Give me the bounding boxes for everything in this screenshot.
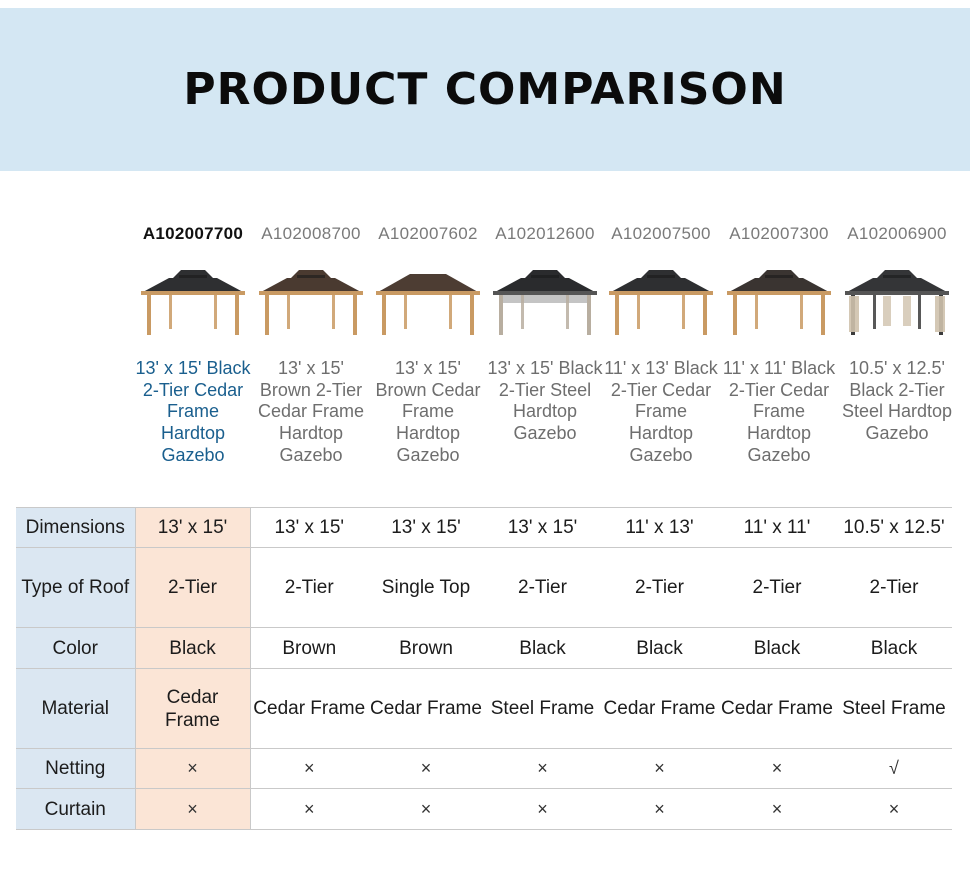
spec-value: 2-Tier	[836, 547, 952, 628]
spec-value: Black	[836, 627, 952, 669]
spec-label: Netting	[16, 748, 136, 789]
spec-value: 2-Tier	[135, 547, 251, 628]
page-title: PRODUCT COMPARISON	[183, 64, 787, 115]
spec-value: Cedar Frame	[135, 668, 251, 749]
product-sku[interactable]: A102008700	[261, 224, 361, 243]
sku-row: A102007700 A102008700 A102007602 A102012600…	[0, 224, 970, 248]
spec-label: Curtain	[16, 788, 136, 830]
spec-value: 13' x 15'	[368, 507, 484, 548]
spec-value: 2-Tier	[250, 547, 368, 628]
spec-value: ×	[601, 748, 718, 789]
spec-value: ×	[368, 788, 484, 830]
gazebo-image[interactable]	[374, 262, 482, 338]
spec-value: Brown	[368, 627, 484, 669]
spec-value: 11' x 13'	[601, 507, 718, 548]
spec-row-dim: Dimensions 13' x 15' 13' x 15' 13' x 15' 13'…	[16, 507, 952, 548]
spec-value: ×	[250, 788, 368, 830]
spec-value: ×	[718, 788, 836, 830]
spec-value: 2-Tier	[718, 547, 836, 628]
spec-row-mat: Material Cedar Frame Cedar Frame Cedar Fram…	[16, 668, 952, 749]
product-name-link[interactable]: 13' x 15' Black 2-Tier Cedar Frame Hardt…	[135, 358, 251, 465]
spec-row-color: Color Black Brown Brown Black Black Black Black	[16, 627, 952, 669]
product-name-link[interactable]: 13' x 15' Brown 2-Tier Cedar Frame Hardt…	[257, 358, 365, 465]
spec-value: Black	[601, 627, 718, 669]
product-name-link[interactable]: 11' x 11' Black 2-Tier Cedar Frame Hardt…	[722, 358, 836, 465]
header-banner: PRODUCT COMPARISON	[0, 8, 970, 171]
spec-value: √	[836, 748, 952, 789]
product-image-row	[0, 262, 970, 342]
product-sku[interactable]: A102012600	[495, 224, 595, 243]
gazebo-image[interactable]	[725, 262, 833, 338]
gazebo-image[interactable]	[257, 262, 365, 338]
spec-value: ×	[135, 788, 251, 830]
spec-value: Black	[135, 627, 251, 669]
spec-value: 13' x 15'	[135, 507, 251, 548]
spec-row-net: Netting × × × × × × √	[16, 748, 952, 789]
spec-label: Type of Roof	[16, 547, 136, 628]
spec-value: 10.5' x 12.5'	[836, 507, 952, 548]
spec-row-roof: Type of Roof 2-Tier 2-Tier Single Top 2-Tier…	[16, 547, 952, 628]
gazebo-image[interactable]	[607, 262, 715, 338]
spec-value: ×	[601, 788, 718, 830]
spec-value: Cedar Frame	[718, 668, 836, 749]
product-name-link[interactable]: 11' x 13' Black 2-Tier Cedar Frame Hardt…	[604, 358, 718, 465]
spec-value: ×	[135, 748, 251, 789]
spec-row-cur: Curtain × × × × × × ×	[16, 788, 952, 830]
spec-value: Steel Frame	[484, 668, 601, 749]
product-sku[interactable]: A102007300	[729, 224, 829, 243]
spec-value: Steel Frame	[836, 668, 952, 749]
product-sku[interactable]: A102007500	[611, 224, 711, 243]
gazebo-image[interactable]	[843, 262, 951, 338]
spec-value: ×	[836, 788, 952, 830]
spec-value: Black	[718, 627, 836, 669]
spec-value: ×	[484, 788, 601, 830]
spec-value: 2-Tier	[601, 547, 718, 628]
product-sku[interactable]: A102006900	[847, 224, 947, 243]
spec-value: ×	[368, 748, 484, 789]
spec-value: Cedar Frame	[368, 668, 484, 749]
product-sku[interactable]: A102007602	[378, 224, 478, 243]
spec-value: 13' x 15'	[250, 507, 368, 548]
product-name-link[interactable]: 13' x 15' Brown Cedar Frame Hardtop Gaze…	[375, 358, 481, 465]
spec-label: Color	[16, 627, 136, 669]
spec-value: Single Top	[368, 547, 484, 628]
spec-value: Cedar Frame	[250, 668, 368, 749]
gazebo-image[interactable]	[491, 262, 599, 338]
spec-value: 13' x 15'	[484, 507, 601, 548]
product-sku[interactable]: A102007700	[142, 224, 244, 243]
spec-label: Material	[16, 668, 136, 749]
product-name-link[interactable]: 10.5' x 12.5' Black 2-Tier Steel Hardtop…	[841, 358, 953, 444]
comparison-table: Dimensions 13' x 15' 13' x 15' 13' x 15' 13'…	[16, 507, 952, 830]
spec-label: Dimensions	[16, 507, 136, 548]
spec-value: Brown	[250, 627, 368, 669]
spec-value: 11' x 11'	[718, 507, 836, 548]
product-name-link[interactable]: 13' x 15' Black 2-Tier Steel Hardtop Gaz…	[487, 358, 603, 444]
spec-value: ×	[484, 748, 601, 789]
spec-value: ×	[718, 748, 836, 789]
spec-value: Cedar Frame	[601, 668, 718, 749]
spec-value: 2-Tier	[484, 547, 601, 628]
spec-value: Black	[484, 627, 601, 669]
gazebo-image[interactable]	[139, 262, 247, 338]
spec-value: ×	[250, 748, 368, 789]
